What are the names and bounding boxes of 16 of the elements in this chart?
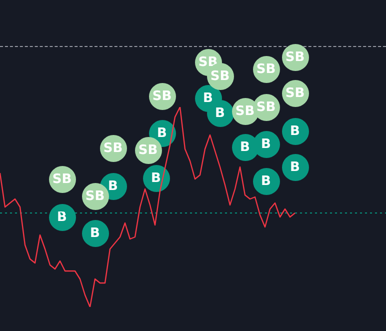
round-badge: SB [48,166,76,192]
round-badge: SB [148,82,176,110]
round-badge: SB [252,56,280,82]
round-badge: SB [282,44,308,70]
round-badge: SB [134,136,162,164]
round-badge: B [282,118,308,144]
round-badge: B [232,134,258,160]
round-badge: B [252,168,280,194]
round-badge: B [48,204,76,230]
round-badge: SB [282,80,308,106]
round-badge: SB [252,94,280,120]
round-badge: B [252,130,280,158]
round-badge: SB [100,134,126,162]
round-badge: B [142,164,170,192]
round-badge: B [82,220,108,246]
round-badge: B [282,154,308,180]
